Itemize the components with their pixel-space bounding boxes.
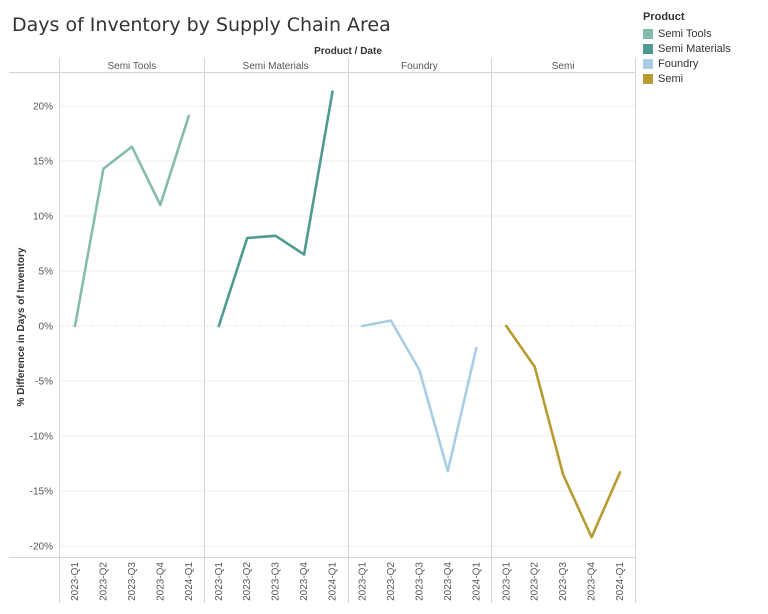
- x-tick-labels: 2023-Q1 2023-Q2 2023-Q3 2023-Q4 2024-Q1 2023-…: [70, 562, 626, 601]
- series-line-semi-tools: [73, 114, 191, 328]
- panel-header: Semi Materials: [243, 61, 309, 72]
- panel-header: Semi: [552, 61, 575, 72]
- x-tick-label: 2024-Q1: [615, 562, 626, 601]
- x-tick-label: 2023-Q1: [214, 562, 225, 601]
- y-axis-label: % Difference in Days of Inventory: [16, 247, 27, 406]
- panel-header: Semi Tools: [108, 61, 157, 72]
- panel-headers: Semi Tools Semi Materials Foundry Semi: [108, 61, 575, 72]
- legend-label: Semi: [658, 72, 684, 85]
- series-lines: [73, 90, 622, 539]
- x-tick-label: 2023-Q1: [70, 562, 81, 601]
- y-tick-label: 20%: [33, 102, 53, 113]
- legend-item: Semi: [643, 71, 731, 86]
- column-header: Product / Date: [314, 46, 382, 57]
- chart-frame: [9, 58, 636, 603]
- panel-header: Foundry: [401, 61, 438, 72]
- legend-label: Foundry: [658, 57, 699, 70]
- legend-title: Product: [643, 11, 685, 23]
- x-tick-label: 2024-Q1: [471, 562, 482, 601]
- y-tick-label: -20%: [30, 542, 53, 553]
- legend-swatch: [643, 28, 653, 39]
- chart-title: Days of Inventory by Supply Chain Area: [12, 14, 391, 36]
- x-tick-label: 2023-Q2: [530, 562, 541, 601]
- legend-item: Semi Tools: [643, 26, 731, 41]
- legend-swatch: [643, 43, 653, 54]
- legend-item: Semi Materials: [643, 41, 731, 56]
- x-tick-label: 2024-Q1: [184, 562, 195, 601]
- x-tick-label: 2023-Q4: [587, 562, 598, 601]
- legend-swatch: [643, 58, 653, 69]
- x-tick-label: 2023-Q3: [558, 562, 569, 601]
- series-line-foundry: [361, 319, 478, 473]
- x-tick-label: 2023-Q4: [443, 562, 454, 601]
- y-tick-label: -15%: [30, 487, 53, 498]
- legend: Product Semi Tools Semi Materials Foundry S…: [643, 11, 731, 86]
- y-tick-label: 5%: [39, 267, 54, 278]
- x-tick-label: 2024-Q1: [328, 562, 339, 601]
- x-tick-label: 2023-Q3: [127, 562, 138, 601]
- series-line-semi: [504, 324, 622, 539]
- legend-item: Foundry: [643, 56, 731, 71]
- x-tick-label: 2023-Q3: [271, 562, 282, 601]
- y-tick-label: 10%: [33, 212, 53, 223]
- x-tick-label: 2023-Q3: [414, 562, 425, 601]
- series-line-semi-materials: [217, 90, 334, 328]
- y-tick-label: 0%: [39, 322, 54, 333]
- x-tick-label: 2023-Q1: [358, 562, 369, 601]
- legend-label: Semi Materials: [658, 42, 731, 55]
- x-tick-label: 2023-Q2: [242, 562, 253, 601]
- x-tick-label: 2023-Q4: [155, 562, 166, 601]
- y-tick-label: -10%: [30, 432, 53, 443]
- y-tick-labels: 20% 15% 10% 5% 0% -5% -10% -15% -20%: [30, 102, 53, 553]
- legend-swatch: [643, 73, 653, 84]
- y-tick-label: 15%: [33, 157, 53, 168]
- x-tick-label: 2023-Q1: [501, 562, 512, 601]
- x-tick-label: 2023-Q2: [98, 562, 109, 601]
- y-tick-label: -5%: [35, 377, 53, 388]
- legend-label: Semi Tools: [658, 27, 712, 40]
- x-tick-label: 2023-Q4: [299, 562, 310, 601]
- gridlines: [60, 105, 635, 547]
- x-tick-label: 2023-Q2: [386, 562, 397, 601]
